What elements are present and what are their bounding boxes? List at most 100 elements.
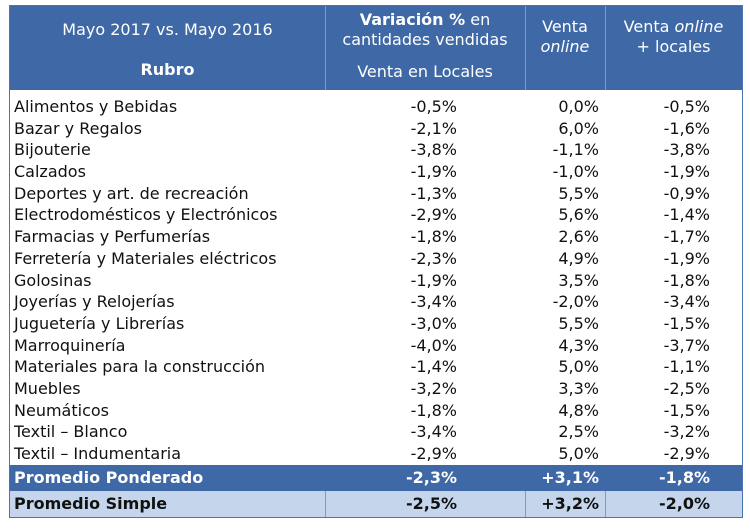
online-cell: 2,5% <box>558 422 599 442</box>
locales-cell: -1,9% <box>410 270 457 290</box>
table-row: Alimentos y Bebidas -0,5% 0,0% -0,5% <box>10 96 742 118</box>
both-cell: -3,7% <box>663 335 710 355</box>
locales-cell: -1,9% <box>410 162 457 182</box>
both-cell: -1,7% <box>663 227 710 247</box>
rubro-cell: Neumáticos <box>14 400 109 420</box>
sales-variation-table: Mayo 2017 vs. Mayo 2016 Rubro Variación … <box>9 5 743 518</box>
both-cell: -0,5% <box>663 97 710 116</box>
rubro-cell: Bazar y Regalos <box>14 118 142 138</box>
variation-title-rest: en cantidades vendidas <box>342 10 508 49</box>
locales-cell: -2,9% <box>410 444 457 463</box>
online-header-line1: Venta <box>542 17 588 36</box>
summary-locales-value: -2,3% <box>405 467 457 487</box>
variation-title: Variación % en cantidades vendidas <box>325 10 525 50</box>
online-header-line2: online <box>540 37 590 56</box>
summary-label: Promedio Simple <box>14 493 168 513</box>
rubro-cell: Deportes y art. de recreación <box>14 183 249 203</box>
locales-cell: -1,4% <box>410 357 457 377</box>
online-cell: -1,1% <box>552 140 599 160</box>
table-row: Deportes y art. de recreación -1,3% 5,5% -0… <box>10 183 742 205</box>
rubro-cell: Farmacias y Perfumerías <box>14 227 211 247</box>
online-cell: 5,5% <box>558 313 599 333</box>
table-row: Neumáticos -1,8% 4,8% -1,5% <box>10 400 742 422</box>
table-row: Calzados -1,9% -1,0% -1,9% <box>10 161 742 183</box>
online-column-header: Venta online <box>525 17 605 57</box>
locales-cell: -1,8% <box>410 400 457 420</box>
table-row: Juguetería y Librerías -3,0% 5,5% -1,5% <box>10 313 742 335</box>
table-row: Farmacias y Perfumerías -1,8% 2,6% -1,7% <box>10 226 742 248</box>
summary-both-value: -2,0% <box>658 493 710 513</box>
summary-both-value: -1,8% <box>658 467 710 487</box>
both-cell: -1,8% <box>663 270 710 290</box>
table-header: Mayo 2017 vs. Mayo 2016 Rubro Variación … <box>10 6 742 90</box>
table-row: Textil – Indumentaria -2,9% 5,0% -2,9% <box>10 443 742 465</box>
period-title: Mayo 2017 vs. Mayo 2016 <box>62 20 273 39</box>
both-cell: -1,9% <box>663 162 710 182</box>
rubro-column-header: Rubro <box>140 60 195 79</box>
locales-cell: -3,4% <box>410 292 457 312</box>
locales-cell: -2,9% <box>410 205 457 225</box>
online-cell: 5,0% <box>558 444 599 463</box>
table-row: Materiales para la construcción -1,4% 5,0%… <box>10 356 742 378</box>
online-cell: 5,0% <box>558 357 599 377</box>
rubro-cell: Golosinas <box>14 270 92 290</box>
summary-locales-value: -2,5% <box>405 493 457 513</box>
table-row: Bijouterie -3,8% -1,1% -3,8% <box>10 139 742 161</box>
both-cell: -1,4% <box>663 205 710 225</box>
summary-online-value: +3,1% <box>541 467 599 487</box>
rubro-cell: Muebles <box>14 378 81 398</box>
summary-divider <box>525 490 526 517</box>
both-header-online: online <box>674 17 724 36</box>
rubro-cell: Ferretería y Materiales eléctricos <box>14 248 277 268</box>
online-cell: 4,9% <box>558 248 599 268</box>
locales-cell: -1,8% <box>410 227 457 247</box>
both-column-header: Venta online + locales <box>605 17 742 57</box>
table-row: Muebles -3,2% 3,3% -2,5% <box>10 378 742 400</box>
online-cell: 6,0% <box>558 118 599 138</box>
both-header-line2: + locales <box>636 37 711 56</box>
header-divider <box>525 6 526 90</box>
locales-cell: -0,5% <box>410 97 457 116</box>
table-row: Marroquinería -4,0% 4,3% -3,7% <box>10 335 742 357</box>
locales-cell: -3,0% <box>410 313 457 333</box>
table-row: Electrodomésticos y Electrónicos -2,9% 5,6… <box>10 204 742 226</box>
header-divider <box>605 6 606 90</box>
table-row: Golosinas -1,9% 3,5% -1,8% <box>10 270 742 292</box>
table-row: Joyerías y Relojerías -3,4% -2,0% -3,4% <box>10 291 742 313</box>
locales-cell: -4,0% <box>410 335 457 355</box>
rubro-cell: Marroquinería <box>14 335 126 355</box>
locales-cell: -3,8% <box>410 140 457 160</box>
table-row: Ferretería y Materiales eléctricos -2,3% 4… <box>10 248 742 270</box>
summary-row-weighted: Promedio Ponderado -2,3% +3,1% -1,8% <box>10 464 742 491</box>
summary-online-value: +3,2% <box>541 493 599 513</box>
rubro-cell: Juguetería y Librerías <box>14 313 185 333</box>
online-cell: 5,5% <box>558 183 599 203</box>
online-cell: -2,0% <box>552 292 599 312</box>
both-cell: -1,5% <box>663 400 710 420</box>
rubro-cell: Textil – Blanco <box>14 422 128 442</box>
both-cell: -3,8% <box>663 140 710 160</box>
rubro-cell: Electrodomésticos y Electrónicos <box>14 205 278 225</box>
both-cell: -0,9% <box>663 183 710 203</box>
summary-label: Promedio Ponderado <box>14 467 204 487</box>
locales-cell: -2,3% <box>410 248 457 268</box>
both-cell: -2,9% <box>663 444 710 463</box>
both-cell: -1,1% <box>663 357 710 377</box>
locales-cell: -3,4% <box>410 422 457 442</box>
table-body: Alimentos y Bebidas -0,5% 0,0% -0,5% Bazar y… <box>10 90 742 465</box>
both-cell: -3,2% <box>663 422 710 442</box>
online-cell: 5,6% <box>558 205 599 225</box>
rubro-cell: Alimentos y Bebidas <box>14 97 178 116</box>
table-row: Bazar y Regalos -2,1% 6,0% -1,6% <box>10 118 742 140</box>
both-cell: -1,9% <box>663 248 710 268</box>
online-cell: 3,3% <box>558 378 599 398</box>
online-cell: 2,6% <box>558 227 599 247</box>
online-cell: 3,5% <box>558 270 599 290</box>
summary-row-simple: Promedio Simple -2,5% +3,2% -2,0% <box>10 490 742 517</box>
rubro-cell: Calzados <box>14 162 86 182</box>
locales-cell: -2,1% <box>410 118 457 138</box>
locales-cell: -1,3% <box>410 183 457 203</box>
both-cell: -1,6% <box>663 118 710 138</box>
table-row: Textil – Blanco -3,4% 2,5% -3,2% <box>10 421 742 443</box>
rubro-cell: Bijouterie <box>14 140 91 160</box>
